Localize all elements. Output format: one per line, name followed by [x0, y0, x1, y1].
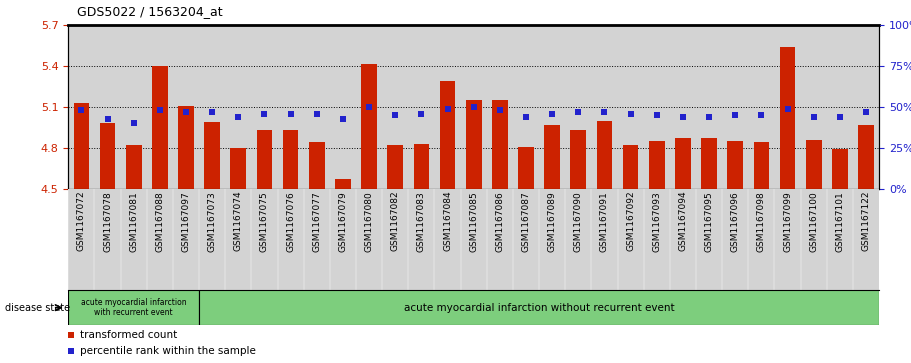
Bar	[335, 179, 351, 189]
Bar	[309, 142, 324, 189]
Bar	[414, 144, 429, 189]
Bar	[99, 123, 116, 189]
Text: GSM1167087: GSM1167087	[521, 191, 530, 252]
Text: acute myocardial infarction without recurrent event: acute myocardial infarction without recu…	[404, 303, 674, 313]
Text: GSM1167093: GSM1167093	[652, 191, 661, 252]
Text: GSM1167091: GSM1167091	[600, 191, 609, 252]
Text: GSM1167083: GSM1167083	[417, 191, 426, 252]
Bar	[68, 290, 200, 325]
Text: GSM1167098: GSM1167098	[757, 191, 766, 252]
Text: GSM1167096: GSM1167096	[731, 191, 740, 252]
Text: GSM1167092: GSM1167092	[626, 191, 635, 252]
Text: GSM1167072: GSM1167072	[77, 191, 86, 252]
Bar	[832, 149, 848, 189]
Bar	[387, 145, 403, 189]
Bar	[74, 103, 89, 189]
Bar	[466, 100, 482, 189]
Bar	[257, 130, 272, 189]
Bar	[282, 130, 299, 189]
Text: GSM1167094: GSM1167094	[679, 191, 688, 252]
Text: GSM1167077: GSM1167077	[312, 191, 322, 252]
Text: GSM1167086: GSM1167086	[496, 191, 505, 252]
Bar	[623, 145, 639, 189]
Bar	[570, 130, 586, 189]
Text: GSM1167089: GSM1167089	[548, 191, 557, 252]
Bar	[858, 125, 874, 189]
Bar	[126, 145, 141, 189]
Text: acute myocardial infarction
with recurrent event: acute myocardial infarction with recurre…	[81, 298, 187, 317]
Text: GSM1167081: GSM1167081	[129, 191, 138, 252]
Text: GDS5022 / 1563204_at: GDS5022 / 1563204_at	[77, 5, 223, 18]
Bar	[492, 100, 507, 189]
Bar	[727, 141, 743, 189]
Text: GSM1167078: GSM1167078	[103, 191, 112, 252]
Bar	[179, 106, 194, 189]
Text: GSM1167085: GSM1167085	[469, 191, 478, 252]
Text: GSM1167101: GSM1167101	[835, 191, 844, 252]
Bar	[806, 140, 822, 189]
Text: GSM1167073: GSM1167073	[208, 191, 217, 252]
Text: GSM1167076: GSM1167076	[286, 191, 295, 252]
Bar	[675, 138, 691, 189]
Text: GSM1167097: GSM1167097	[181, 191, 190, 252]
Text: GSM1167084: GSM1167084	[443, 191, 452, 252]
Bar	[545, 125, 560, 189]
Text: GSM1167080: GSM1167080	[364, 191, 374, 252]
Bar	[230, 148, 246, 189]
Text: GSM1167074: GSM1167074	[234, 191, 243, 252]
Bar	[362, 64, 377, 189]
Bar	[200, 290, 879, 325]
Bar	[701, 138, 717, 189]
Bar	[753, 142, 769, 189]
Text: disease state: disease state	[5, 303, 69, 313]
Bar	[518, 147, 534, 189]
Text: GSM1167082: GSM1167082	[391, 191, 400, 252]
Bar	[597, 121, 612, 189]
Bar	[152, 66, 168, 189]
Bar	[780, 47, 795, 189]
Bar	[649, 141, 665, 189]
Bar	[204, 122, 220, 189]
Text: GSM1167090: GSM1167090	[574, 191, 583, 252]
Bar	[440, 81, 456, 189]
Text: GSM1167099: GSM1167099	[783, 191, 792, 252]
Text: GSM1167079: GSM1167079	[339, 191, 347, 252]
Text: GSM1167095: GSM1167095	[704, 191, 713, 252]
Text: GSM1167100: GSM1167100	[809, 191, 818, 252]
Text: transformed count: transformed count	[80, 330, 177, 340]
Text: GSM1167075: GSM1167075	[260, 191, 269, 252]
Text: GSM1167122: GSM1167122	[862, 191, 871, 251]
Text: percentile rank within the sample: percentile rank within the sample	[80, 346, 256, 356]
Text: GSM1167088: GSM1167088	[156, 191, 164, 252]
